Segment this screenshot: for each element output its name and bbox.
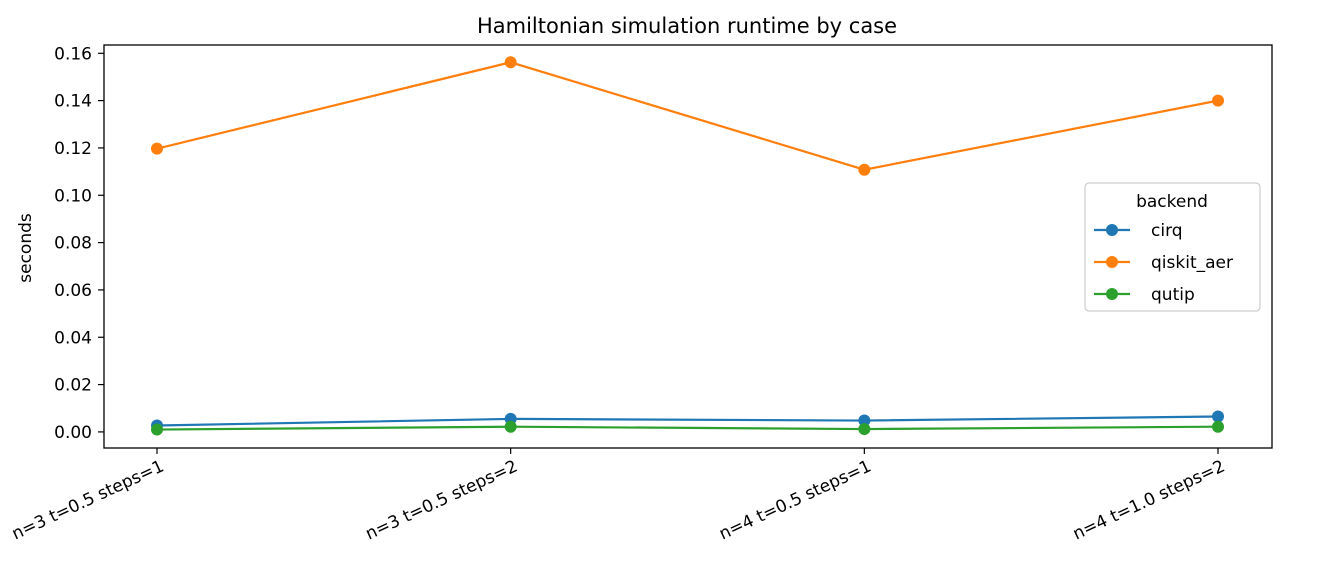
- series-line-cirq: [156, 415, 1219, 427]
- data-point-cirq: [858, 414, 871, 427]
- data-point-qutip: [1212, 420, 1224, 433]
- legend-title: backend: [1136, 192, 1208, 212]
- legend-marker-cirq: [1106, 224, 1118, 236]
- data-point-qutip: [504, 420, 517, 433]
- x-tick-label: n=4 t=0.5 steps=1: [716, 456, 874, 544]
- x-tick-label: n=4 t=1.0 steps=2: [1070, 456, 1228, 544]
- y-tick-label: 0.12: [54, 139, 92, 159]
- series-line-qiskit_aer: [156, 61, 1219, 171]
- x-tick-label: n=3 t=0.5 steps=2: [363, 456, 521, 544]
- data-point-qiskit_aer: [504, 56, 517, 69]
- data-point-qiskit_aer: [858, 163, 871, 176]
- y-axis-label: seconds: [16, 213, 36, 283]
- y-tick-label: 0.04: [54, 328, 92, 348]
- y-tick-label: 0.16: [54, 44, 92, 64]
- legend-marker-qiskit_aer: [1106, 256, 1118, 268]
- data-point-qiskit_aer: [1212, 94, 1224, 107]
- chart-title: Hamiltonian simulation runtime by case: [477, 14, 897, 38]
- y-tick-label: 0.00: [54, 423, 92, 443]
- legend-frame: [1084, 182, 1261, 312]
- y-tick-label: 0.14: [54, 92, 92, 112]
- series-line-qutip: [156, 425, 1219, 431]
- legend-label-qiskit_aer: qiskit_aer: [1151, 253, 1233, 273]
- legend-label-qutip: qutip: [1151, 285, 1195, 305]
- plot-area: 0.00 0.02 0.04 0.06 0.08 0.10 0.12 0.14 0.16 n=3 …: [9, 44, 1273, 544]
- y-tick-label: 0.10: [54, 186, 92, 206]
- y-tick-label: 0.06: [54, 281, 92, 301]
- data-point-qutip: [858, 423, 871, 436]
- data-point-cirq: [1212, 410, 1224, 423]
- y-tick-label: 0.08: [54, 234, 92, 254]
- plot-frame: [103, 44, 1273, 449]
- data-point-qutip: [151, 423, 163, 436]
- y-tick-label: 0.02: [54, 376, 92, 396]
- x-tick-label: n=3 t=0.5 steps=1: [9, 456, 167, 544]
- legend-label-cirq: cirq: [1151, 221, 1183, 241]
- legend-marker-qutip: [1106, 288, 1118, 300]
- data-point-qiskit_aer: [151, 142, 163, 155]
